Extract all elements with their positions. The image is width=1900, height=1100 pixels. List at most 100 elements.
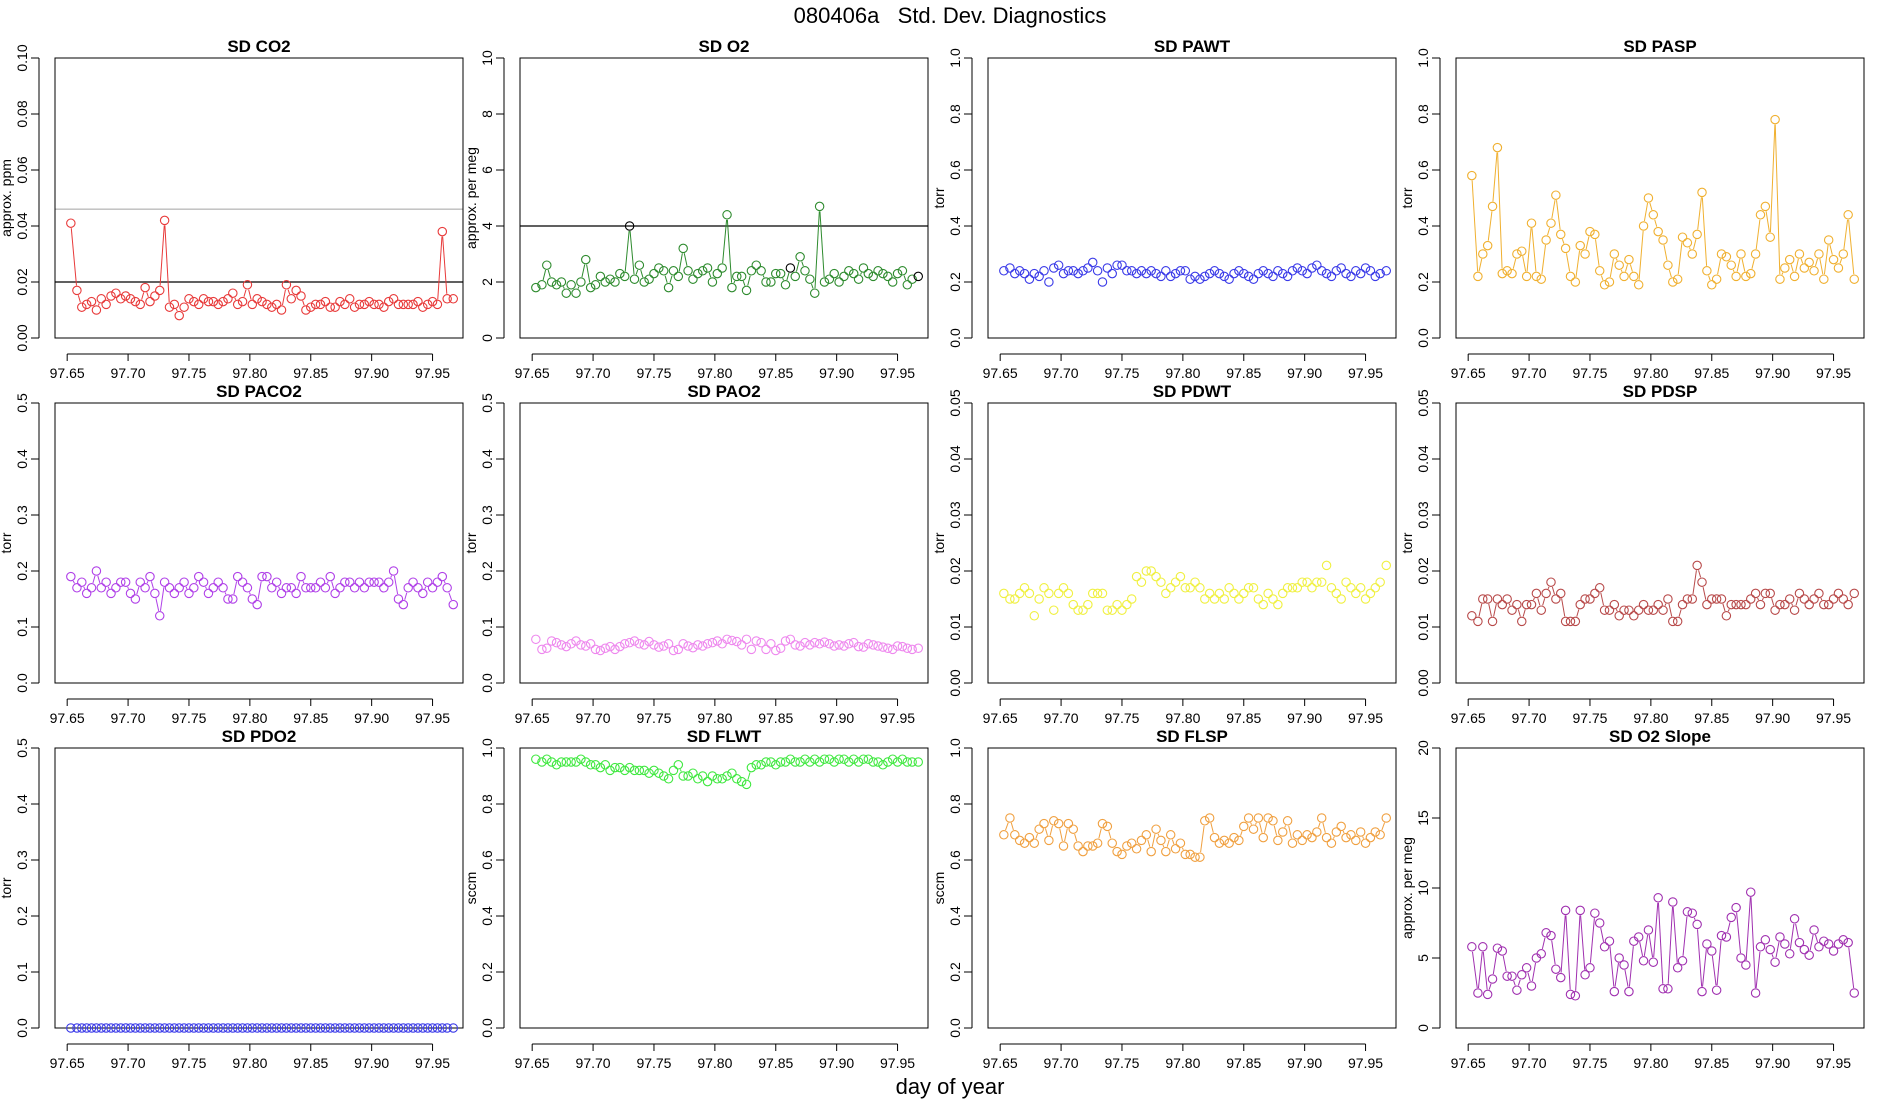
series-segment	[542, 269, 547, 281]
y-tick-label: 0.04	[14, 212, 30, 239]
data-point	[1195, 274, 1205, 284]
data-point	[771, 645, 781, 656]
data-point	[1541, 235, 1551, 245]
y-tick-label: 0.02	[1415, 557, 1431, 584]
data-point	[1716, 594, 1727, 604]
data-point	[844, 266, 854, 276]
data-point	[291, 588, 301, 599]
series-segment	[1542, 598, 1546, 606]
data-point	[688, 274, 698, 284]
data-point	[1731, 271, 1741, 282]
data-point	[267, 583, 277, 593]
y-tick-label: 0.2	[14, 561, 30, 581]
data-point	[1131, 571, 1142, 582]
data-point	[1843, 210, 1853, 220]
series-segment	[302, 300, 305, 306]
y-tick-label: 0.8	[947, 794, 963, 814]
series-segment	[1580, 915, 1586, 970]
x-tick-label: 97.80	[1165, 365, 1200, 381]
data-point	[1248, 824, 1259, 834]
data-point	[1302, 577, 1312, 587]
y-tick-label: 0.03	[947, 501, 963, 528]
data-point	[1755, 942, 1766, 952]
data-point	[1351, 835, 1361, 846]
data-point	[1346, 583, 1356, 593]
data-point	[1849, 588, 1860, 599]
series-segment	[243, 289, 247, 297]
data-point	[184, 588, 194, 599]
data-point	[1780, 939, 1790, 949]
data-point	[1370, 583, 1381, 593]
data-point	[1083, 263, 1093, 273]
data-point	[814, 757, 825, 767]
data-point	[1765, 232, 1775, 242]
data-point	[218, 583, 228, 593]
y-axis: 0.0 0.2 0.4 0.6 0.8 1.0 torr	[931, 48, 973, 348]
data-point	[1663, 260, 1673, 270]
data-point	[1117, 849, 1127, 860]
chart-title: SD PACO2	[216, 382, 302, 401]
data-point	[1555, 588, 1566, 599]
data-point	[1629, 611, 1639, 621]
data-point	[1321, 832, 1332, 843]
data-point	[1224, 838, 1234, 848]
x-tick-label: 97.65	[50, 365, 85, 381]
series-segment	[1502, 955, 1507, 972]
data-point	[1838, 935, 1849, 945]
series-segment	[1240, 830, 1243, 836]
data-point	[301, 583, 311, 593]
series-segment	[1560, 915, 1566, 973]
y-tick-label: 0.5	[14, 738, 30, 758]
series-segment	[83, 586, 86, 590]
y-tick-label: 8	[479, 110, 495, 118]
data-point	[683, 771, 693, 781]
data-point	[771, 268, 781, 279]
data-point	[1668, 897, 1678, 907]
data-point	[1653, 226, 1663, 237]
data-point	[576, 277, 586, 287]
series-segment	[141, 292, 145, 300]
data-point	[267, 302, 277, 312]
data-point	[223, 294, 233, 304]
x-tick-label: 97.70	[1512, 1055, 1547, 1071]
data-point	[629, 636, 640, 646]
data-point	[315, 1023, 326, 1033]
x-tick-label: 97.65	[515, 365, 550, 381]
data-point	[193, 1023, 204, 1033]
data-point	[1711, 274, 1722, 284]
series-segment	[1508, 603, 1511, 606]
y-tick-label: 0.1	[14, 617, 30, 637]
data-point	[1663, 594, 1673, 604]
data-point	[1814, 249, 1824, 259]
chart-title: SD FLWT	[687, 727, 762, 746]
data-point	[1224, 583, 1234, 593]
series-segment	[1064, 828, 1068, 842]
data-point	[320, 1023, 331, 1033]
data-point	[1614, 260, 1624, 270]
data-point	[1302, 830, 1312, 840]
data-point	[1497, 946, 1508, 956]
data-point	[1546, 218, 1556, 228]
series-segment	[1702, 586, 1707, 600]
data-point	[1190, 271, 1200, 282]
data-point	[1512, 249, 1522, 259]
data-point	[1029, 611, 1040, 621]
x-tick-label: 97.75	[1104, 710, 1139, 726]
series-segment	[1795, 258, 1799, 272]
data-point	[1512, 599, 1522, 610]
data-point	[374, 1023, 384, 1033]
series-segment	[1755, 219, 1761, 250]
data-point	[546, 636, 557, 646]
series-segment	[257, 581, 262, 600]
data-point	[1668, 616, 1678, 627]
series-segment	[1692, 570, 1697, 595]
data-point	[1126, 594, 1137, 604]
data-point	[418, 1023, 428, 1033]
data-point	[1643, 605, 1654, 615]
series-segment	[97, 303, 100, 306]
y-tick-label: 0.5	[14, 393, 30, 413]
series-segment	[1575, 915, 1581, 991]
data-point	[91, 566, 102, 576]
